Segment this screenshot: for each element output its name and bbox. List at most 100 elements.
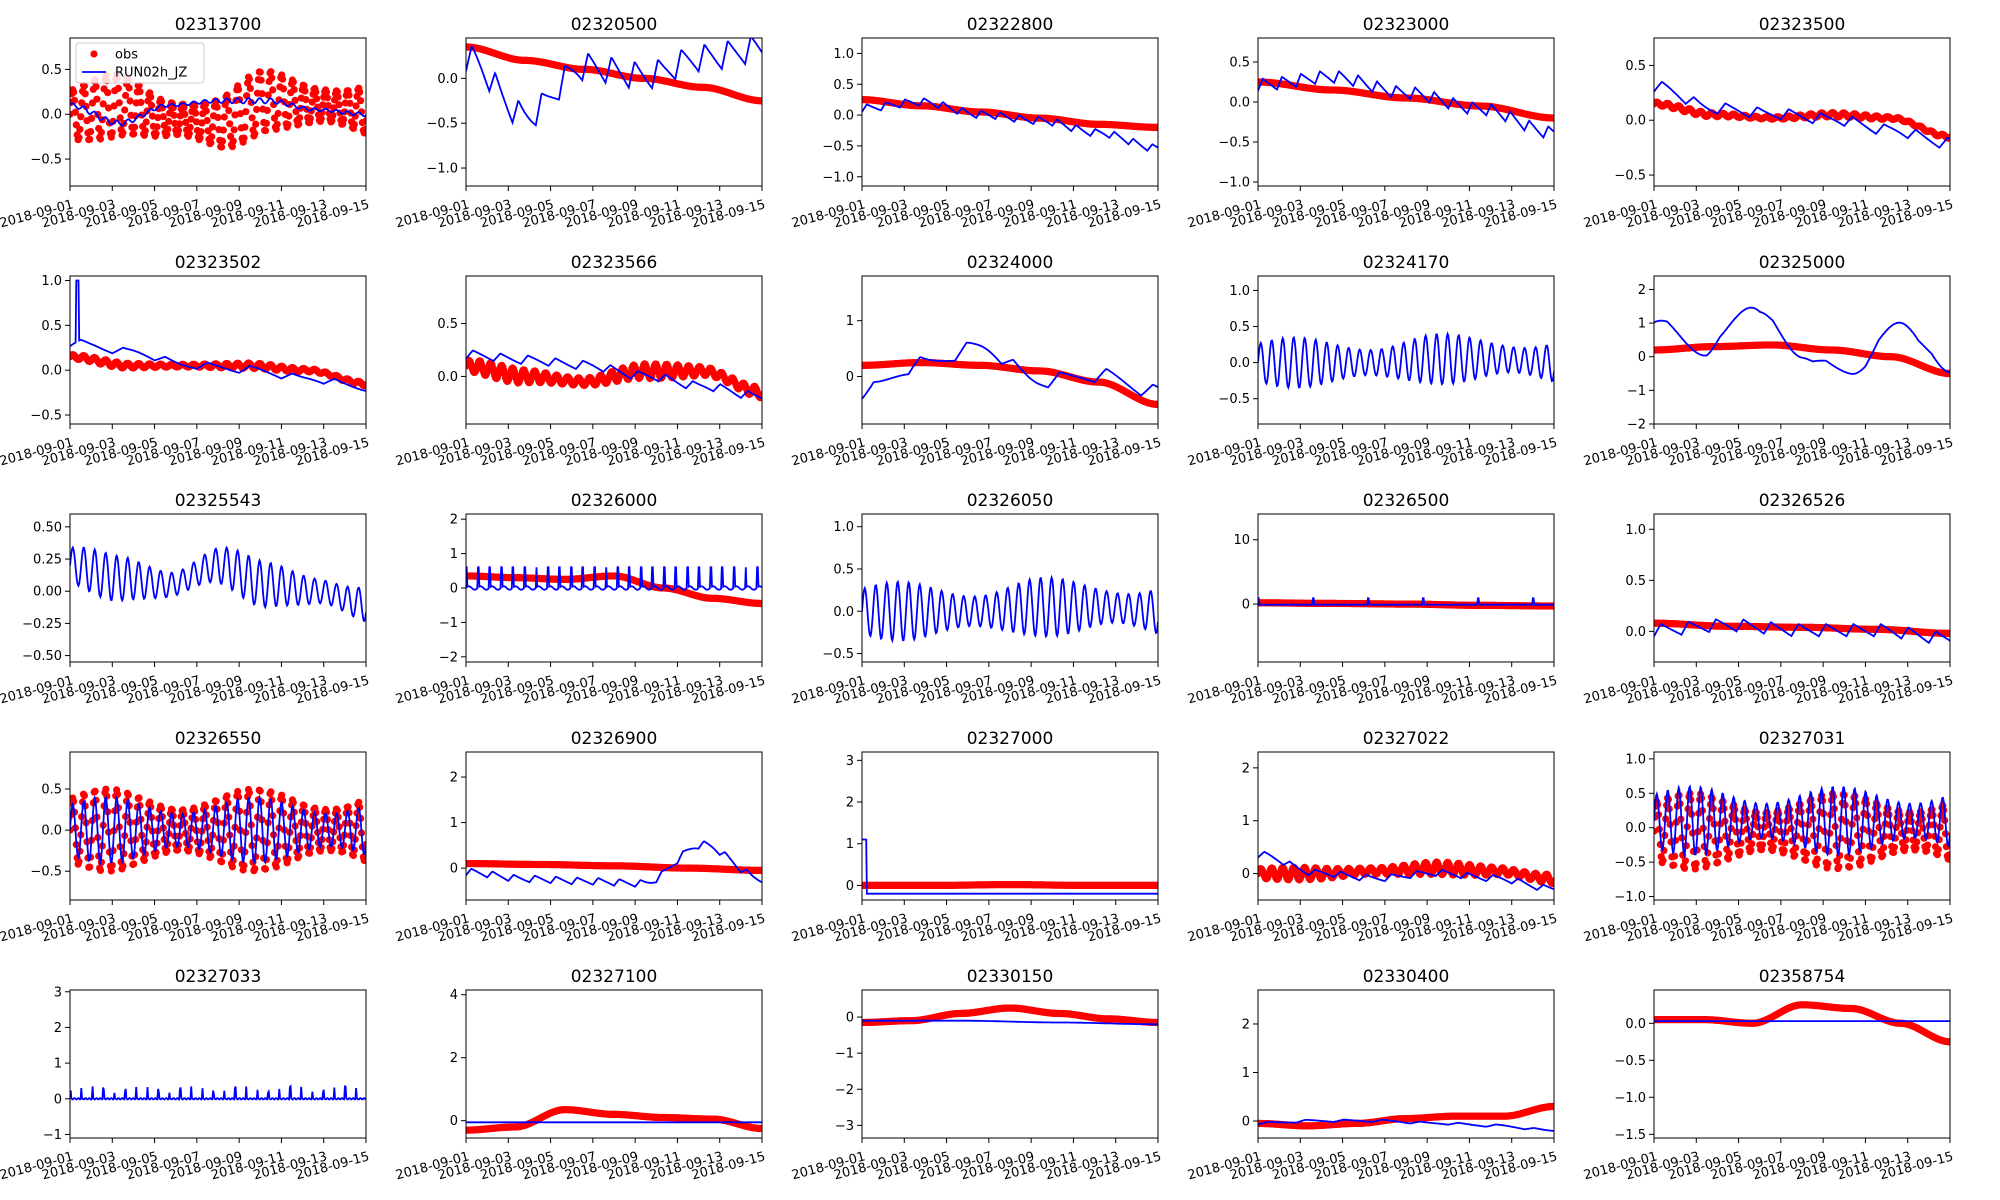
obs-point — [296, 114, 304, 122]
plot-area — [862, 341, 1158, 409]
y-tick-label: 0.0 — [1229, 96, 1250, 111]
obs-point — [284, 120, 292, 129]
model-series-line — [862, 574, 1158, 644]
obs-point — [77, 113, 85, 121]
obs-point — [108, 861, 116, 869]
obs-point — [251, 130, 259, 138]
obs-series — [862, 359, 1158, 409]
obs-point — [170, 111, 178, 119]
obs-point — [340, 115, 348, 123]
obs-point — [196, 134, 204, 142]
panel-title: 02325543 — [175, 491, 262, 511]
y-tick-label: −0.5 — [1218, 392, 1250, 407]
obs-point — [301, 87, 309, 95]
y-tick-label: 0.0 — [437, 370, 458, 385]
obs-point — [261, 127, 270, 135]
obs-point — [121, 106, 129, 114]
obs-point — [136, 88, 144, 96]
y-tick-label: −0.50 — [22, 649, 62, 664]
y-tick-label: 0 — [1242, 598, 1250, 613]
y-tick-label: 0.0 — [1229, 356, 1250, 371]
obs-point — [262, 119, 270, 127]
obs-point — [269, 86, 277, 94]
y-tick-label: 0.0 — [41, 824, 62, 839]
obs-point — [246, 84, 254, 92]
axes-frame — [69, 275, 367, 425]
obs-point — [274, 109, 282, 118]
obs-point — [339, 847, 347, 856]
model-series-line — [466, 349, 762, 400]
obs-point — [107, 867, 115, 875]
y-tick-label: −0.5 — [822, 139, 854, 154]
obs-point — [1550, 114, 1554, 122]
obs-point — [235, 85, 243, 94]
obs-point — [219, 126, 227, 134]
panel-title: 02323000 — [1363, 15, 1450, 35]
obs-point — [218, 858, 226, 866]
y-tick-label: 10 — [1233, 533, 1250, 548]
plot-area — [70, 279, 366, 392]
y-tick-label: −2 — [439, 650, 458, 665]
obs-series — [1654, 341, 1950, 378]
obs-point — [253, 105, 261, 114]
panel-title: 02322800 — [967, 15, 1054, 35]
y-tick-label: −0.5 — [30, 153, 62, 168]
obs-point — [245, 789, 253, 797]
obs-point — [99, 100, 107, 108]
panel-title: 02320500 — [571, 15, 658, 35]
obs-point — [119, 129, 127, 137]
obs-point — [220, 113, 228, 121]
axes-frame — [1257, 275, 1555, 425]
obs-series — [466, 860, 762, 875]
obs-point — [284, 855, 292, 863]
obs-series — [70, 68, 366, 151]
obs-point — [159, 113, 167, 121]
panel-02325543: 02325543−0.50−0.250.000.250.502018-09-01… — [0, 491, 371, 707]
obs-point — [240, 134, 248, 142]
obs-point — [231, 111, 239, 119]
obs-point — [228, 143, 236, 151]
model-series-line — [1654, 618, 1950, 645]
y-tick-label: −0.5 — [30, 409, 62, 424]
obs-point — [175, 120, 183, 128]
obs-point — [148, 101, 156, 109]
model-series-line — [70, 279, 366, 392]
obs-point — [225, 107, 233, 115]
obs-point — [174, 126, 183, 135]
obs-point — [241, 123, 249, 131]
panel-02323500: 02323500−0.50.00.52018-09-012018-09-0320… — [1582, 15, 1955, 231]
obs-point — [110, 102, 118, 110]
obs-point — [122, 91, 130, 100]
y-tick-label: 1.0 — [1625, 523, 1646, 538]
obs-point — [148, 112, 157, 120]
panel-02313700: 02313700−0.50.00.52018-09-012018-09-0320… — [0, 15, 371, 231]
obs-point — [203, 116, 211, 125]
obs-point — [81, 90, 89, 98]
y-tick-label: 1.0 — [1229, 284, 1250, 299]
obs-point — [135, 794, 143, 802]
legend-obs-label: obs — [115, 48, 138, 63]
obs-point — [87, 114, 96, 122]
obs-point — [305, 849, 314, 857]
obs-point — [300, 82, 308, 90]
obs-point — [218, 143, 226, 151]
panel-02325000: 02325000−2−10122018-09-012018-09-032018-… — [1582, 253, 1955, 469]
y-tick-label: −1.0 — [426, 162, 458, 177]
y-tick-label: 0.5 — [41, 783, 62, 798]
plot-area — [862, 574, 1158, 644]
plot-area — [1654, 618, 1950, 645]
y-tick-label: 1 — [450, 547, 458, 562]
plot-area — [70, 68, 366, 151]
obs-point — [312, 88, 320, 96]
obs-point — [272, 863, 280, 871]
obs-point — [142, 118, 150, 126]
plot-area — [1258, 70, 1554, 140]
obs-point — [240, 862, 248, 870]
obs-point — [264, 91, 272, 99]
obs-point — [152, 130, 160, 138]
obs-point — [322, 88, 331, 96]
obs-point — [291, 96, 299, 104]
obs-point — [76, 125, 84, 133]
model-series-line — [1654, 80, 1950, 149]
plot-area — [862, 96, 1158, 153]
